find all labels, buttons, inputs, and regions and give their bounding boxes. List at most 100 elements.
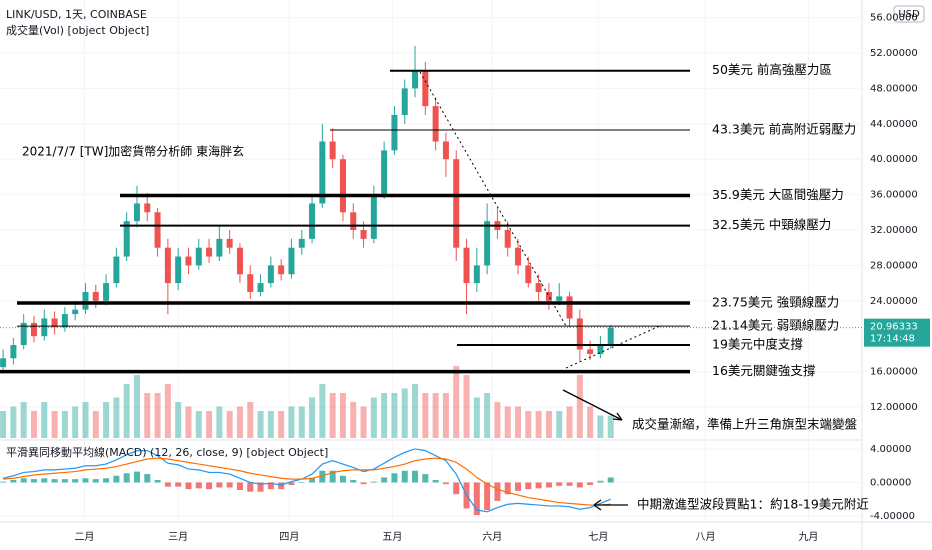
currency[interactable]: USD <box>898 9 920 20</box>
candle-body <box>267 265 274 284</box>
candle-body <box>51 318 58 328</box>
macd-histogram <box>247 482 254 492</box>
volume-bar <box>92 411 99 438</box>
volume-bar <box>0 411 7 438</box>
volume-bar <box>10 406 17 438</box>
macd-histogram <box>113 475 120 483</box>
macd-histogram <box>453 482 460 495</box>
macd-histogram <box>51 479 58 483</box>
macd-histogram <box>41 478 48 483</box>
candle-body <box>401 88 408 115</box>
macd-histogram <box>278 482 285 490</box>
volume-bar <box>185 406 192 438</box>
volume-bar <box>30 411 37 438</box>
candle-body <box>329 141 336 160</box>
candle-body <box>504 230 511 248</box>
volume-bar <box>72 406 79 438</box>
x-tick-label: 八月 <box>695 531 715 543</box>
volume-bar <box>123 384 130 438</box>
macd-histogram <box>576 482 583 488</box>
x-tick-label: 四月 <box>279 531 299 543</box>
macd-histogram <box>257 482 264 492</box>
candle-body <box>566 296 573 319</box>
macd-histogram <box>412 470 419 483</box>
volume-bar <box>144 393 151 438</box>
macd-histogram <box>401 470 408 483</box>
y-tick-label: 40.00000 <box>870 154 918 165</box>
candle-body <box>381 150 388 195</box>
currency-box[interactable] <box>893 5 925 23</box>
volume-bar <box>576 375 583 438</box>
macd-histogram <box>607 477 614 483</box>
candle-body <box>545 291 552 301</box>
candle-body <box>0 358 7 368</box>
macd-histogram <box>339 475 346 483</box>
macd-histogram <box>154 479 161 483</box>
candle-body <box>391 114 398 151</box>
candle-body <box>597 345 604 354</box>
volume-bar <box>20 402 27 438</box>
macd-histogram <box>515 482 522 491</box>
candle-body <box>20 322 27 346</box>
candle-body <box>370 194 377 239</box>
x-tick-label: 九月 <box>798 531 818 543</box>
volume-bar <box>370 397 377 438</box>
level-label: 50美元 前高強壓力區 <box>712 62 832 77</box>
volume-bar <box>453 366 460 438</box>
candle-body <box>144 203 151 213</box>
candle-body <box>92 291 99 301</box>
y-tick-label: 48.00000 <box>870 83 918 94</box>
level-label: 21.14美元 弱頸線壓力 <box>712 318 839 333</box>
candle-body <box>41 318 48 337</box>
volume-bar <box>391 393 398 438</box>
volume-bar <box>103 402 110 438</box>
macd-histogram <box>30 479 37 483</box>
volume-bar <box>216 406 223 438</box>
volume-bar <box>381 393 388 438</box>
y-tick-label: 44.00000 <box>870 119 918 130</box>
candle-body <box>350 212 357 230</box>
candle-body <box>175 256 182 284</box>
volume-bar <box>566 406 573 438</box>
macd-histogram <box>226 482 233 488</box>
volume-bar <box>494 402 501 438</box>
volume-bar <box>236 406 243 438</box>
candle-body <box>154 212 161 248</box>
candle-body <box>72 309 79 315</box>
y-tick-label: 36.00000 <box>870 190 918 201</box>
symbol: LINK/USD, 1天, COINBASE <box>6 8 147 21</box>
volume-bar <box>267 411 274 438</box>
candle-body <box>473 265 480 284</box>
volume-bar <box>133 375 140 438</box>
candle-body <box>133 203 140 222</box>
y-tick-label: 32.00000 <box>870 225 918 236</box>
macd-histogram <box>597 480 604 483</box>
volume-bar <box>278 411 285 438</box>
macd-histogram <box>288 482 295 485</box>
volume-bar <box>257 411 264 438</box>
volume-bar <box>206 411 213 438</box>
x-tick-label: 七月 <box>588 531 608 543</box>
overlays <box>419 71 663 511</box>
candle-body <box>30 322 37 337</box>
macd-histogram <box>309 478 316 483</box>
macd-histogram <box>319 470 326 483</box>
level-label: 43.3美元 前高附近弱壓力 <box>712 122 856 137</box>
volume-bar <box>309 397 316 438</box>
volume-bar <box>61 411 68 438</box>
level-label: 23.75美元 強頸線壓力 <box>712 295 839 310</box>
volume-bar <box>484 393 491 438</box>
candle-body <box>319 141 326 204</box>
candle-body <box>10 345 17 359</box>
volume-bar <box>226 411 233 438</box>
candle-body <box>422 70 429 107</box>
volume-bar <box>41 402 48 438</box>
macd-histogram <box>10 479 17 483</box>
macd-histogram <box>370 481 377 483</box>
volume-bar <box>422 393 429 438</box>
y-tick-label: 56.00000 <box>870 13 918 24</box>
macd-histogram <box>267 482 274 490</box>
candle-body <box>257 283 264 292</box>
macd-histogram <box>432 479 439 483</box>
macd-histogram <box>525 482 532 490</box>
